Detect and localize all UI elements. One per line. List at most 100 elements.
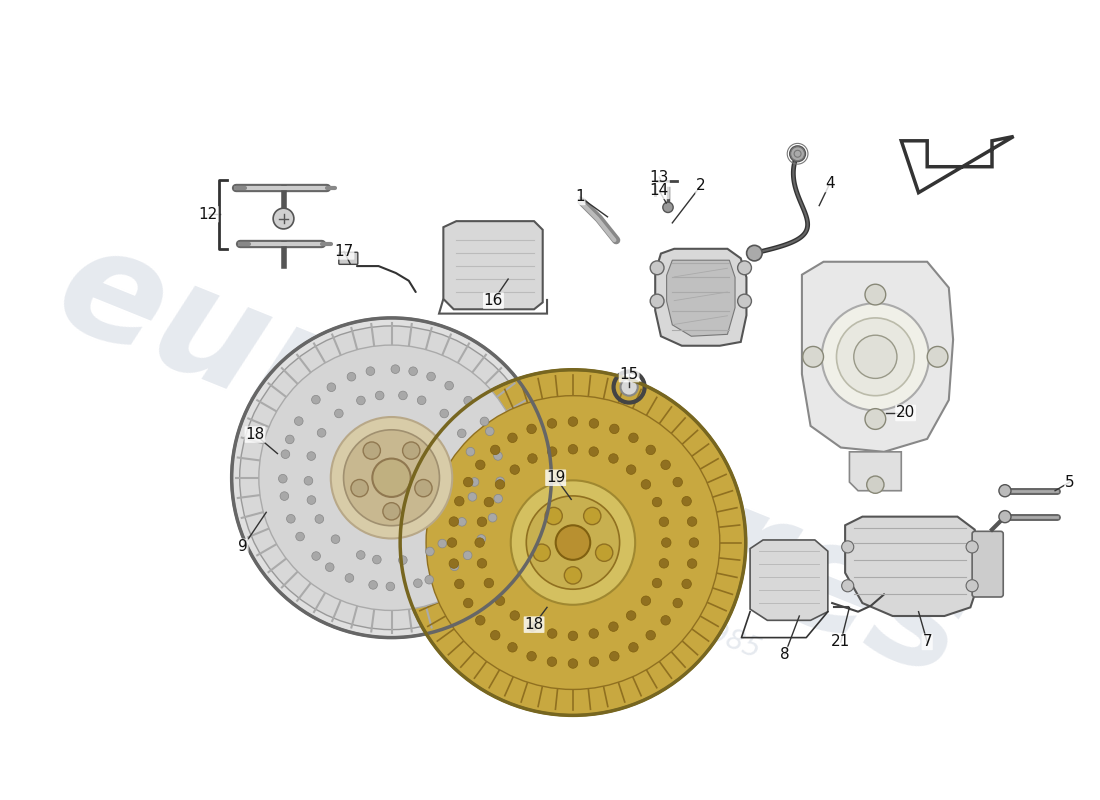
- Circle shape: [295, 417, 304, 426]
- Circle shape: [414, 579, 422, 587]
- Circle shape: [484, 578, 494, 588]
- Circle shape: [485, 427, 494, 436]
- Circle shape: [588, 629, 598, 638]
- Polygon shape: [849, 452, 901, 490]
- Circle shape: [348, 372, 355, 381]
- Circle shape: [409, 367, 417, 375]
- Circle shape: [403, 442, 420, 459]
- Circle shape: [508, 642, 517, 652]
- Circle shape: [661, 615, 670, 625]
- Text: 14: 14: [650, 183, 669, 198]
- Circle shape: [510, 465, 519, 474]
- Circle shape: [345, 574, 354, 582]
- Circle shape: [386, 582, 395, 590]
- Circle shape: [629, 642, 638, 652]
- Circle shape: [286, 514, 295, 523]
- Circle shape: [494, 494, 503, 503]
- Circle shape: [311, 395, 320, 404]
- Circle shape: [315, 514, 323, 523]
- Circle shape: [469, 493, 476, 501]
- Circle shape: [510, 480, 635, 605]
- Circle shape: [331, 417, 452, 538]
- Circle shape: [999, 510, 1011, 522]
- Circle shape: [999, 485, 1011, 497]
- Circle shape: [510, 610, 519, 620]
- Circle shape: [527, 651, 537, 661]
- Circle shape: [398, 556, 407, 565]
- Circle shape: [454, 497, 464, 506]
- Circle shape: [286, 435, 294, 444]
- Circle shape: [663, 202, 673, 213]
- Polygon shape: [656, 249, 747, 346]
- Text: 9: 9: [238, 539, 248, 554]
- Circle shape: [544, 507, 562, 525]
- Circle shape: [547, 657, 557, 666]
- Circle shape: [477, 558, 486, 568]
- Circle shape: [626, 465, 636, 474]
- Circle shape: [307, 452, 316, 460]
- Circle shape: [526, 496, 619, 590]
- Circle shape: [620, 378, 638, 396]
- Text: 17: 17: [334, 244, 353, 259]
- Circle shape: [822, 303, 928, 410]
- Circle shape: [373, 555, 382, 564]
- Circle shape: [458, 518, 466, 526]
- Circle shape: [865, 409, 886, 430]
- Text: 19: 19: [546, 470, 565, 486]
- Circle shape: [842, 541, 854, 553]
- Circle shape: [450, 562, 459, 570]
- Circle shape: [491, 630, 501, 640]
- Polygon shape: [845, 517, 979, 616]
- Text: 7: 7: [923, 634, 932, 650]
- FancyBboxPatch shape: [339, 252, 358, 264]
- Circle shape: [343, 430, 440, 526]
- Circle shape: [307, 496, 316, 504]
- Circle shape: [608, 622, 618, 631]
- Circle shape: [304, 477, 312, 485]
- Circle shape: [484, 498, 494, 507]
- Circle shape: [415, 479, 432, 497]
- Circle shape: [495, 480, 505, 489]
- Circle shape: [646, 445, 656, 454]
- Circle shape: [534, 544, 550, 562]
- Circle shape: [334, 409, 343, 418]
- Circle shape: [296, 532, 305, 541]
- Circle shape: [661, 538, 671, 547]
- Circle shape: [390, 365, 399, 374]
- Circle shape: [548, 447, 557, 456]
- Circle shape: [372, 458, 410, 497]
- Circle shape: [608, 454, 618, 463]
- Circle shape: [865, 284, 886, 305]
- Circle shape: [475, 460, 485, 470]
- Circle shape: [449, 517, 459, 526]
- Circle shape: [426, 547, 434, 556]
- Circle shape: [690, 538, 698, 547]
- Text: 15: 15: [619, 366, 639, 382]
- Circle shape: [491, 445, 501, 454]
- Text: 18: 18: [525, 617, 543, 632]
- Text: 16: 16: [484, 293, 503, 308]
- Text: a passion for parts since 1985: a passion for parts since 1985: [364, 482, 764, 664]
- Text: 21: 21: [832, 634, 850, 650]
- Text: eurospares: eurospares: [36, 210, 988, 710]
- Circle shape: [626, 610, 636, 620]
- Circle shape: [569, 658, 578, 668]
- Circle shape: [867, 476, 884, 494]
- Text: 4: 4: [825, 177, 835, 191]
- Circle shape: [327, 383, 336, 391]
- Circle shape: [400, 370, 746, 715]
- Circle shape: [569, 631, 578, 641]
- Circle shape: [311, 552, 320, 560]
- Circle shape: [556, 526, 591, 560]
- Circle shape: [317, 429, 326, 437]
- Text: 2: 2: [696, 178, 705, 194]
- Circle shape: [590, 657, 598, 666]
- Circle shape: [652, 498, 662, 507]
- Circle shape: [646, 630, 656, 640]
- Circle shape: [331, 535, 340, 543]
- Circle shape: [528, 622, 537, 631]
- Circle shape: [232, 318, 551, 638]
- Circle shape: [280, 492, 288, 501]
- Text: 8: 8: [780, 647, 790, 662]
- Circle shape: [258, 345, 525, 610]
